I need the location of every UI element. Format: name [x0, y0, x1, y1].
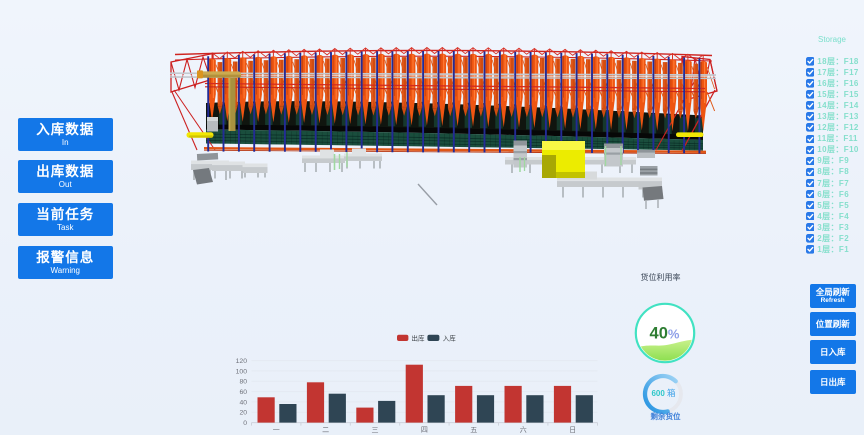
svg-text:20: 20 — [239, 410, 247, 417]
svg-text:四: 四 — [421, 426, 428, 434]
svg-text:40: 40 — [239, 399, 247, 406]
svg-text:六: 六 — [520, 425, 527, 434]
svg-text:0: 0 — [243, 420, 247, 427]
svg-text:40%: 40% — [650, 325, 680, 343]
svg-text:入库: 入库 — [443, 333, 457, 342]
svg-text:600 箱: 600 箱 — [651, 388, 676, 398]
svg-text:出库: 出库 — [412, 333, 426, 342]
svg-text:五: 五 — [470, 426, 477, 434]
svg-text:一: 一 — [273, 427, 280, 434]
svg-text:日: 日 — [569, 426, 576, 434]
svg-text:三: 三 — [372, 426, 379, 434]
svg-text:60: 60 — [239, 389, 247, 396]
svg-text:二: 二 — [322, 427, 329, 434]
svg-text:120: 120 — [236, 358, 248, 365]
svg-text:100: 100 — [236, 368, 248, 375]
svg-text:80: 80 — [239, 379, 247, 386]
